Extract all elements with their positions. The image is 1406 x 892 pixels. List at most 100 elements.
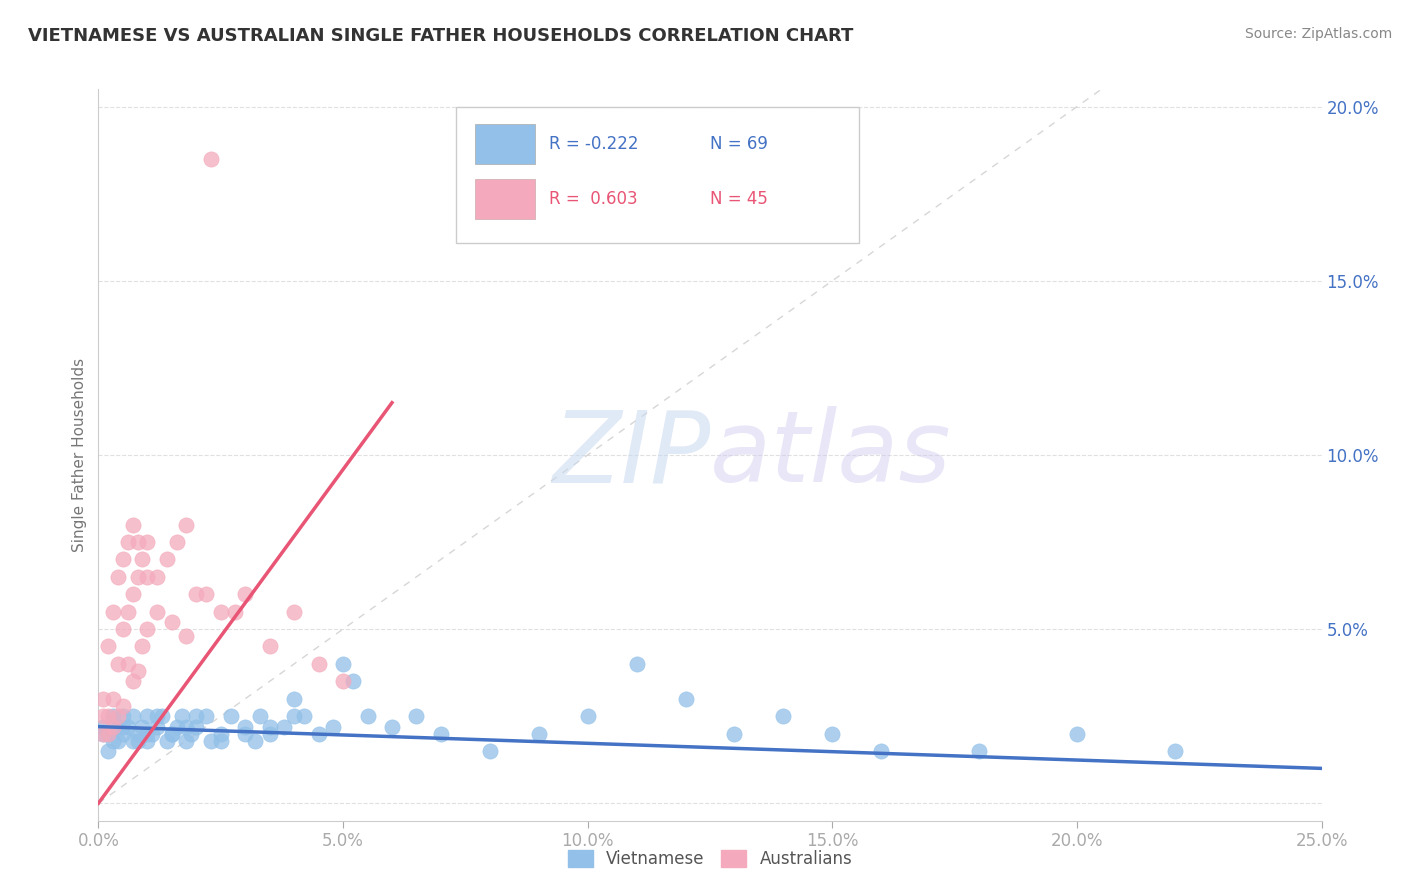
- Text: ZIP: ZIP: [551, 407, 710, 503]
- Point: [430, 726, 453, 740]
- Point: [772, 709, 794, 723]
- Point: [131, 720, 153, 734]
- Point: [121, 674, 143, 689]
- Point: [527, 726, 550, 740]
- Point: [209, 726, 232, 740]
- Point: [97, 726, 120, 740]
- Text: VIETNAMESE VS AUSTRALIAN SINGLE FATHER HOUSEHOLDS CORRELATION CHART: VIETNAMESE VS AUSTRALIAN SINGLE FATHER H…: [28, 27, 853, 45]
- Point: [675, 691, 697, 706]
- Point: [200, 733, 222, 747]
- Point: [249, 709, 271, 723]
- Point: [97, 726, 120, 740]
- FancyBboxPatch shape: [475, 124, 536, 164]
- Point: [160, 726, 183, 740]
- Point: [259, 720, 281, 734]
- Point: [233, 726, 256, 740]
- Point: [332, 657, 354, 671]
- Point: [111, 698, 134, 713]
- Point: [166, 535, 188, 549]
- Point: [91, 720, 114, 734]
- Point: [107, 733, 129, 747]
- Point: [91, 726, 114, 740]
- Point: [870, 744, 893, 758]
- Point: [233, 720, 256, 734]
- Point: [131, 640, 153, 654]
- Point: [146, 570, 169, 584]
- Point: [209, 605, 232, 619]
- Point: [308, 726, 330, 740]
- Text: R =  0.603: R = 0.603: [548, 190, 637, 208]
- Text: R = -0.222: R = -0.222: [548, 135, 638, 153]
- Point: [626, 657, 648, 671]
- Point: [101, 720, 124, 734]
- Point: [195, 587, 218, 601]
- Point: [117, 535, 139, 549]
- Point: [283, 605, 305, 619]
- Point: [117, 657, 139, 671]
- Point: [723, 726, 745, 740]
- Point: [176, 629, 198, 643]
- Point: [821, 726, 844, 740]
- Text: N = 45: N = 45: [710, 190, 768, 208]
- Point: [308, 657, 330, 671]
- Point: [186, 709, 208, 723]
- Point: [91, 726, 114, 740]
- Point: [146, 709, 169, 723]
- Point: [111, 552, 134, 566]
- Point: [107, 720, 129, 734]
- Point: [1066, 726, 1088, 740]
- Point: [101, 709, 124, 723]
- Point: [97, 709, 120, 723]
- Point: [200, 152, 222, 166]
- Point: [101, 691, 124, 706]
- Point: [127, 664, 149, 678]
- Point: [259, 726, 281, 740]
- Point: [97, 744, 120, 758]
- Point: [136, 733, 159, 747]
- Point: [224, 605, 246, 619]
- Point: [576, 709, 599, 723]
- Point: [156, 552, 179, 566]
- Point: [131, 552, 153, 566]
- Point: [117, 720, 139, 734]
- Point: [219, 709, 242, 723]
- Point: [111, 720, 134, 734]
- Point: [160, 615, 183, 629]
- Point: [322, 720, 344, 734]
- Point: [107, 657, 129, 671]
- Point: [127, 726, 149, 740]
- Point: [111, 622, 134, 636]
- Point: [176, 720, 198, 734]
- Point: [127, 733, 149, 747]
- Text: N = 69: N = 69: [710, 135, 768, 153]
- Point: [156, 733, 179, 747]
- Point: [1164, 744, 1187, 758]
- Point: [405, 709, 427, 723]
- Point: [209, 733, 232, 747]
- Point: [186, 587, 208, 601]
- Point: [233, 587, 256, 601]
- Point: [967, 744, 990, 758]
- Point: [176, 733, 198, 747]
- Point: [273, 720, 295, 734]
- Text: Source: ZipAtlas.com: Source: ZipAtlas.com: [1244, 27, 1392, 41]
- Point: [283, 709, 305, 723]
- Y-axis label: Single Father Households: Single Father Households: [72, 358, 87, 552]
- Legend: Vietnamese, Australians: Vietnamese, Australians: [561, 843, 859, 874]
- Point: [121, 517, 143, 532]
- Point: [342, 674, 364, 689]
- Point: [186, 720, 208, 734]
- Point: [107, 570, 129, 584]
- Point: [150, 709, 173, 723]
- Point: [136, 622, 159, 636]
- Point: [283, 691, 305, 706]
- Point: [259, 640, 281, 654]
- Point: [136, 570, 159, 584]
- Point: [195, 709, 218, 723]
- Point: [146, 605, 169, 619]
- Point: [356, 709, 378, 723]
- Point: [127, 570, 149, 584]
- Point: [136, 709, 159, 723]
- Point: [166, 720, 188, 734]
- Point: [381, 720, 404, 734]
